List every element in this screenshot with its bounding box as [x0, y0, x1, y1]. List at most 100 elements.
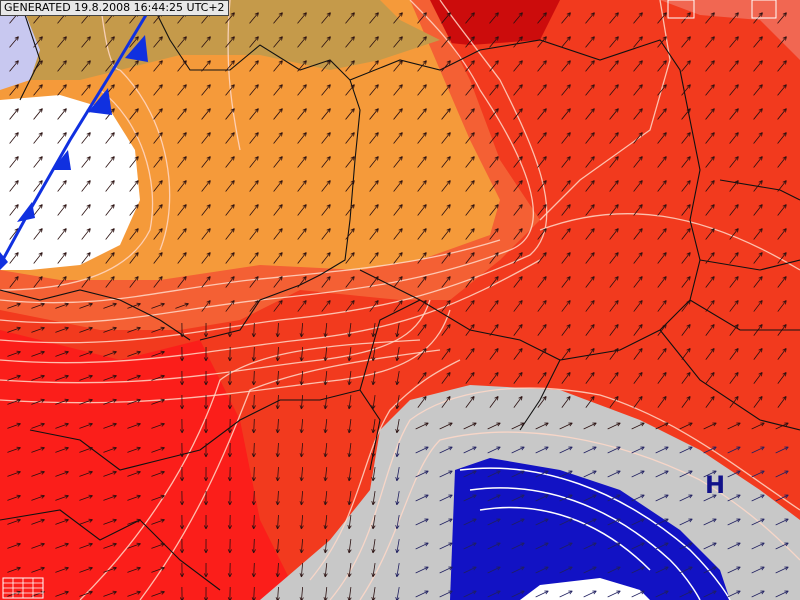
wind-arrow: [487, 590, 501, 598]
wind-arrow: [31, 326, 45, 333]
wind-arrow: [275, 514, 280, 530]
wind-arrow: [489, 276, 499, 288]
wind-arrow: [177, 84, 187, 96]
wind-arrow: [323, 346, 328, 362]
wind-arrow: [105, 228, 115, 240]
wind-arrow: [535, 590, 549, 598]
wind-arrow: [561, 36, 571, 48]
wind-arrow: [415, 422, 429, 430]
wind-arrow: [31, 374, 45, 381]
wind-arrow: [249, 84, 259, 96]
wind-arrow: [33, 108, 43, 120]
wind-arrow: [7, 302, 21, 309]
wind-arrow: [9, 60, 19, 72]
wind-arrow: [751, 518, 765, 526]
wind-arrow: [227, 514, 233, 530]
wind-arrow: [513, 156, 523, 168]
wind-arrow: [55, 302, 69, 309]
wind-arrow: [489, 204, 499, 216]
wind-arrow: [275, 418, 280, 434]
wind-arrow: [275, 586, 280, 600]
wind-arrow: [561, 300, 571, 312]
wind-arrow: [633, 300, 643, 312]
wind-arrow: [251, 346, 256, 362]
wind-arrow: [441, 252, 451, 264]
wind-arrow: [537, 204, 547, 216]
wind-arrow: [81, 276, 91, 288]
wind-arrow: [203, 322, 209, 338]
wind-arrow: [585, 228, 595, 240]
wind-arrow: [465, 396, 475, 408]
wind-arrow: [561, 324, 571, 336]
wind-arrow: [657, 156, 667, 168]
wind-arrow: [679, 590, 693, 598]
wind-arrow: [33, 60, 43, 72]
wind-arrow: [371, 347, 376, 362]
wind-arrow: [345, 36, 355, 48]
wind-arrow: [203, 418, 209, 434]
wind-arrow: [105, 36, 115, 48]
wind-arrow: [203, 466, 209, 482]
wind-arrow: [703, 542, 717, 550]
wind-arrow: [321, 300, 331, 312]
wind-arrow: [103, 422, 117, 429]
wind-arrow: [415, 446, 429, 454]
wind-arrow: [321, 276, 331, 288]
wind-arrow: [31, 566, 45, 573]
wind-arrow: [57, 36, 67, 48]
wind-arrow: [395, 539, 400, 554]
wind-arrow: [753, 372, 763, 384]
wind-arrow: [681, 300, 691, 312]
wind-arrow: [273, 132, 283, 144]
wind-arrow: [153, 204, 163, 216]
wind-arrow: [681, 156, 691, 168]
wind-arrow: [489, 132, 499, 144]
wind-arrow: [657, 12, 667, 24]
wind-arrow: [465, 276, 475, 288]
wind-arrow: [633, 84, 643, 96]
wind-arrow: [103, 542, 117, 549]
wind-arrow: [705, 108, 715, 120]
wind-arrow: [705, 156, 715, 168]
wind-arrow: [103, 470, 117, 477]
wind-arrow: [751, 422, 765, 430]
wind-arrow: [439, 566, 453, 574]
wind-arrow: [31, 470, 45, 477]
wind-arrow: [297, 60, 307, 72]
wind-arrow: [151, 326, 165, 333]
wind-arrow: [607, 494, 621, 502]
wind-arrow: [441, 300, 451, 312]
wind-arrow: [609, 228, 619, 240]
wind-arrow: [9, 204, 19, 216]
blue-field: [450, 458, 730, 600]
wind-arrow: [633, 372, 643, 384]
wind-arrow: [179, 442, 185, 458]
wind-arrow: [273, 12, 283, 24]
wind-arrow: [153, 228, 163, 240]
wind-arrow: [705, 252, 715, 264]
wind-arrow: [633, 276, 643, 288]
wind-arrow: [393, 228, 403, 240]
wind-arrow: [729, 396, 739, 408]
wind-arrow: [31, 542, 45, 549]
wind-arrow: [393, 276, 403, 288]
wind-arrow: [203, 394, 209, 410]
wind-arrow: [585, 276, 595, 288]
wind-arrow: [179, 490, 185, 506]
wind-arrow: [395, 371, 400, 386]
wind-arrow: [179, 394, 185, 410]
wind-arrow: [203, 370, 209, 386]
wind-arrow: [729, 228, 739, 240]
wind-arrow: [535, 422, 549, 430]
wind-arrow: [203, 514, 209, 530]
wind-arrow: [681, 60, 691, 72]
wind-arrow: [275, 538, 280, 554]
wind-arrow: [33, 180, 43, 192]
wind-arrow: [753, 132, 763, 144]
wind-arrow: [441, 132, 451, 144]
wind-arrow: [465, 228, 475, 240]
wind-arrow: [561, 84, 571, 96]
wind-arrow: [657, 396, 667, 408]
wind-arrow: [153, 84, 163, 96]
wind-arrow: [535, 470, 549, 478]
